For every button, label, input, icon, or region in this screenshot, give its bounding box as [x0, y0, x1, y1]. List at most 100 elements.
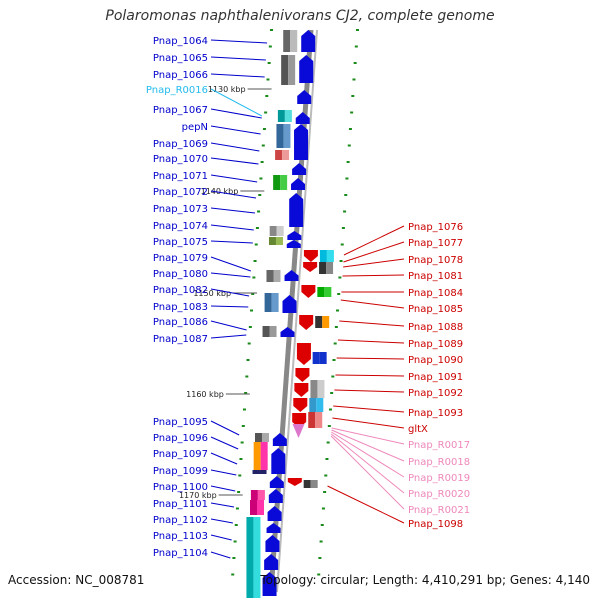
gene-label: Pnap_1071 [153, 171, 208, 182]
label-leader-line [210, 320, 247, 331]
gene-label: Pnap_1074 [153, 221, 208, 232]
gene-arrow [297, 90, 312, 104]
gene-arrow [299, 315, 314, 330]
label-leader-line [210, 288, 250, 297]
gene-label: Pnap_1104 [153, 548, 208, 559]
gene-label: Pnap_1075 [153, 237, 208, 248]
cog-block [319, 352, 327, 364]
gene-label: Pnap_1073 [153, 204, 208, 215]
label-leader-line [343, 241, 405, 263]
gene-arrow [299, 55, 314, 83]
gene-label: Pnap_1099 [153, 466, 208, 477]
cog-block [319, 262, 327, 274]
cog-block [316, 398, 324, 412]
genome-backbone-inner [275, 29, 318, 593]
cog-block [268, 237, 276, 245]
gene-label: Pnap_1098 [408, 519, 463, 530]
gene-arrow [266, 523, 281, 533]
gene-label: Pnap_1092 [408, 388, 463, 399]
genome-summary-text: Topology: circular; Length: 4,410,291 bp… [260, 573, 590, 587]
gene-arrow [301, 285, 316, 298]
cog-block [253, 442, 261, 470]
label-leader-line [210, 108, 262, 119]
gene-label: Pnap_1077 [408, 238, 463, 249]
label-leader-line [330, 435, 405, 510]
gene-label: Pnap_1093 [408, 408, 463, 419]
cog-block [284, 110, 292, 122]
gene-arrow [303, 250, 318, 262]
label-leader-line [339, 320, 405, 327]
gene-label: Pnap_R0017 [408, 440, 470, 451]
label-leader-line [210, 436, 239, 450]
gene-arrow [262, 572, 277, 596]
label-leader-line [330, 433, 405, 494]
gene-label: Pnap_1086 [153, 317, 208, 328]
cog-block [246, 517, 254, 598]
label-leader-line [332, 417, 405, 429]
cog-block [254, 433, 262, 442]
gene-arrow [293, 398, 308, 412]
gene-label: Pnap_1096 [153, 433, 208, 444]
label-leader-line [336, 357, 405, 360]
gene-arrow [282, 295, 297, 313]
gene-label: Pnap_R0018 [408, 457, 470, 468]
gene-arrow [292, 163, 307, 175]
cog-block [257, 500, 265, 515]
label-leader-line [331, 427, 405, 445]
gene-label: Pnap_1065 [153, 53, 208, 64]
gene-label: Pnap_1089 [408, 339, 463, 350]
cog-block [326, 250, 334, 262]
gene-label: Pnap_1085 [408, 304, 463, 315]
gene-label: Pnap_1091 [408, 372, 463, 383]
gene-arrow [271, 448, 286, 474]
cog-block [312, 352, 320, 364]
gene-label: Pnap_1102 [153, 515, 208, 526]
cog-block [264, 293, 272, 312]
label-leader-line [210, 469, 237, 476]
gene-arrow [291, 178, 306, 190]
cog-block [319, 250, 327, 262]
gene-label: Pnap_1103 [153, 531, 208, 542]
gene-label: Pnap_1095 [153, 417, 208, 428]
label-leader-line [210, 207, 256, 214]
gene-label: Pnap_1066 [153, 70, 208, 81]
label-leader-line [210, 334, 247, 339]
cog-block [317, 287, 325, 297]
label-leader-line [343, 258, 405, 268]
label-leader-line [210, 157, 259, 165]
gene-arrow [301, 30, 316, 52]
label-leader-line [340, 299, 405, 309]
gene-arrow [287, 231, 302, 240]
gene-arrow [265, 535, 280, 552]
scale-label: 1130 kbp [208, 85, 246, 94]
gene-label: Pnap_1087 [153, 334, 208, 345]
gene-arrow [287, 478, 302, 486]
label-leader-line [333, 405, 405, 413]
cog-block [262, 326, 270, 337]
gene-label: gltX [408, 424, 428, 435]
cog-block [310, 380, 318, 398]
scale-label: 1160 kbp [186, 390, 224, 399]
gene-arrow [268, 489, 283, 503]
label-leader-line [210, 272, 251, 278]
cog-block [250, 490, 258, 500]
label-leader-line [210, 224, 254, 231]
gene-label: Pnap_1067 [153, 105, 208, 116]
gene-label: Pnap_1090 [408, 355, 463, 366]
cog-block [276, 226, 284, 236]
gene-label: Pnap_1084 [408, 288, 463, 299]
gene-label: Pnap_1101 [153, 499, 208, 510]
label-leader-line [210, 125, 261, 135]
cog-block [259, 470, 267, 474]
gene-label: Pnap_1081 [408, 271, 463, 282]
gene-label: Pnap_R0019 [408, 473, 470, 484]
label-leader-line [327, 485, 405, 524]
gene-label: Pnap_1064 [153, 36, 208, 47]
gene-label: Pnap_R0020 [408, 489, 470, 500]
gene-arrow [294, 124, 309, 160]
gene-arrow [289, 193, 304, 227]
cog-block [290, 30, 298, 52]
gene-label: pepN [182, 122, 208, 133]
cog-block [253, 517, 261, 598]
